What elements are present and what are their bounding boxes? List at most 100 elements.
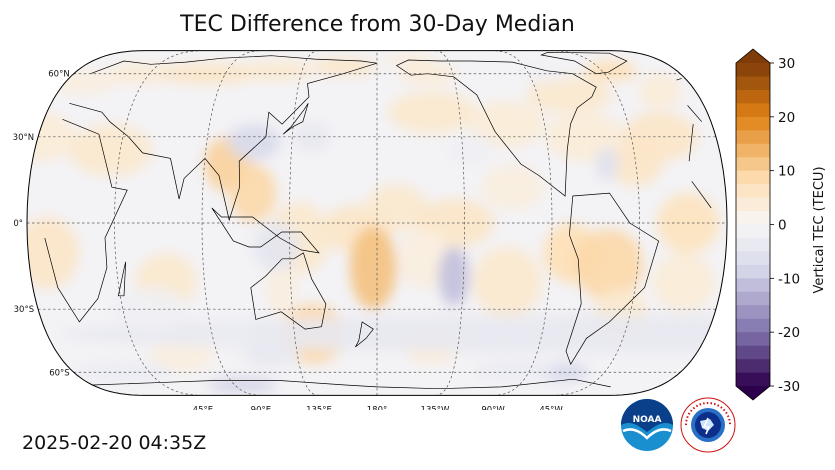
meridian xyxy=(551,50,640,396)
colorbar-swatch xyxy=(736,305,770,320)
colorbar: 30 20 10 0 -10 -20 -30 Vertical TEC (TECU) xyxy=(735,48,827,401)
anomaly-region xyxy=(472,247,542,317)
colorbar-swatch xyxy=(736,89,770,104)
coastline xyxy=(687,105,702,122)
anomaly-region xyxy=(68,124,153,177)
colorbar-swatch xyxy=(736,332,770,346)
anomaly-region xyxy=(292,121,330,152)
colorbar-swatch xyxy=(736,103,770,118)
colorbar-swatch xyxy=(736,63,770,77)
colorbar-extend-max xyxy=(736,49,770,63)
globe-outline xyxy=(26,50,728,396)
noaa-logo: NOAA xyxy=(621,399,673,451)
anomaly-region xyxy=(229,164,277,223)
colorbar-swatch xyxy=(736,170,770,185)
anomaly-region xyxy=(349,226,397,310)
latitude-label: 30°S xyxy=(14,305,34,315)
colorbar-swatch xyxy=(736,76,770,91)
anomaly-region xyxy=(365,184,428,232)
colorbar-extend-min xyxy=(736,386,770,400)
anomaly-region xyxy=(59,314,727,354)
coastline xyxy=(44,118,128,323)
colorbar-swatch xyxy=(736,278,770,293)
anomaly-region xyxy=(311,58,377,76)
latitude-label: 30°N xyxy=(13,133,34,143)
anomaly-region xyxy=(150,338,215,372)
anomaly-region xyxy=(227,124,281,160)
anomaly-region xyxy=(388,91,476,134)
tec-difference-map: 60°N 30°N 0° 30°S 60°S 45°E 90°E 135°E 180° 135°… xyxy=(13,50,728,410)
anomaly-region xyxy=(242,342,300,368)
coastline xyxy=(69,55,378,222)
map-title: TEC Difference from 30-Day Median xyxy=(180,12,575,37)
colorbar-tick-label: 30 xyxy=(778,56,795,72)
anomaly-region xyxy=(653,253,715,311)
colorbar-tick-label: 10 xyxy=(778,164,795,180)
longitude-label: 180° xyxy=(367,405,387,410)
timestamp: 2025-02-20 04:35Z xyxy=(22,432,207,454)
longitude-label: 90°E xyxy=(251,405,271,410)
colorbar-label: Vertical TEC (TECU) xyxy=(812,166,827,293)
colorbar-swatch xyxy=(736,237,770,252)
colorbar-swatch xyxy=(736,372,770,387)
colorbar-tick-label: -20 xyxy=(778,325,800,341)
anomaly-region xyxy=(449,134,495,167)
meridian xyxy=(493,50,553,396)
anomaly-region xyxy=(638,73,682,109)
colorbar-swatch xyxy=(736,291,770,306)
longitude-label: 90°W xyxy=(481,405,505,410)
anomaly-region xyxy=(470,101,545,148)
nws-logo xyxy=(680,397,736,453)
anomaly-region xyxy=(595,147,619,181)
colorbar-swatch xyxy=(736,197,770,212)
colorbar-swatch xyxy=(736,143,770,158)
colorbar-swatch xyxy=(736,345,770,360)
colorbar-swatch xyxy=(736,318,770,333)
coastline xyxy=(676,78,682,81)
coastline xyxy=(688,124,694,162)
noaa-logo-text: NOAA xyxy=(633,415,662,425)
anomaly-region xyxy=(207,378,278,392)
colorbar-swatch xyxy=(736,264,770,279)
colorbar-swatch xyxy=(736,211,770,225)
longitude-label: 135°W xyxy=(421,405,450,410)
coastline xyxy=(355,321,374,348)
anomaly-region xyxy=(472,358,555,380)
colorbar-swatch xyxy=(736,116,770,131)
graticule xyxy=(27,50,727,396)
colorbar-swatch xyxy=(736,130,770,145)
coastlines xyxy=(44,51,712,390)
coastline xyxy=(565,192,660,366)
meridian xyxy=(114,50,203,396)
coastline xyxy=(92,380,378,388)
anomaly-region xyxy=(240,61,314,81)
anomaly-region xyxy=(204,319,256,349)
meridian xyxy=(434,50,465,396)
colorbar-tick-label: -10 xyxy=(778,271,800,287)
anomaly-region xyxy=(113,287,189,331)
colorbar-tick-label: 0 xyxy=(778,218,787,234)
colorbar-swatch xyxy=(736,251,770,266)
anomaly-region xyxy=(438,246,470,306)
latitude-label: 0° xyxy=(13,219,23,229)
colorbar-swatch xyxy=(736,359,770,373)
coastline xyxy=(540,51,628,75)
latitude-label: 60°S xyxy=(49,368,69,378)
anomaly-region xyxy=(266,258,297,317)
coastline xyxy=(211,207,320,254)
anomaly-region xyxy=(157,63,260,85)
latitude-label: 60°N xyxy=(48,70,69,80)
colorbar-tick-label: -30 xyxy=(778,379,800,395)
colorbar-tick-label: 20 xyxy=(778,110,795,126)
coastline xyxy=(117,261,127,297)
colorbar-swatch xyxy=(736,224,770,239)
anomaly-region xyxy=(573,229,644,301)
colorbar-ticks: 30 20 10 0 -10 -20 -30 xyxy=(770,56,800,395)
latitude-labels: 60°N 30°N 0° 30°S 60°S xyxy=(13,70,70,379)
colorbar-swatch xyxy=(736,157,770,171)
anomaly-region xyxy=(481,164,544,211)
colorbar-swatches xyxy=(736,49,770,400)
meridian xyxy=(201,50,261,396)
longitude-label: 45°E xyxy=(193,405,213,410)
anomaly-region xyxy=(27,217,79,289)
